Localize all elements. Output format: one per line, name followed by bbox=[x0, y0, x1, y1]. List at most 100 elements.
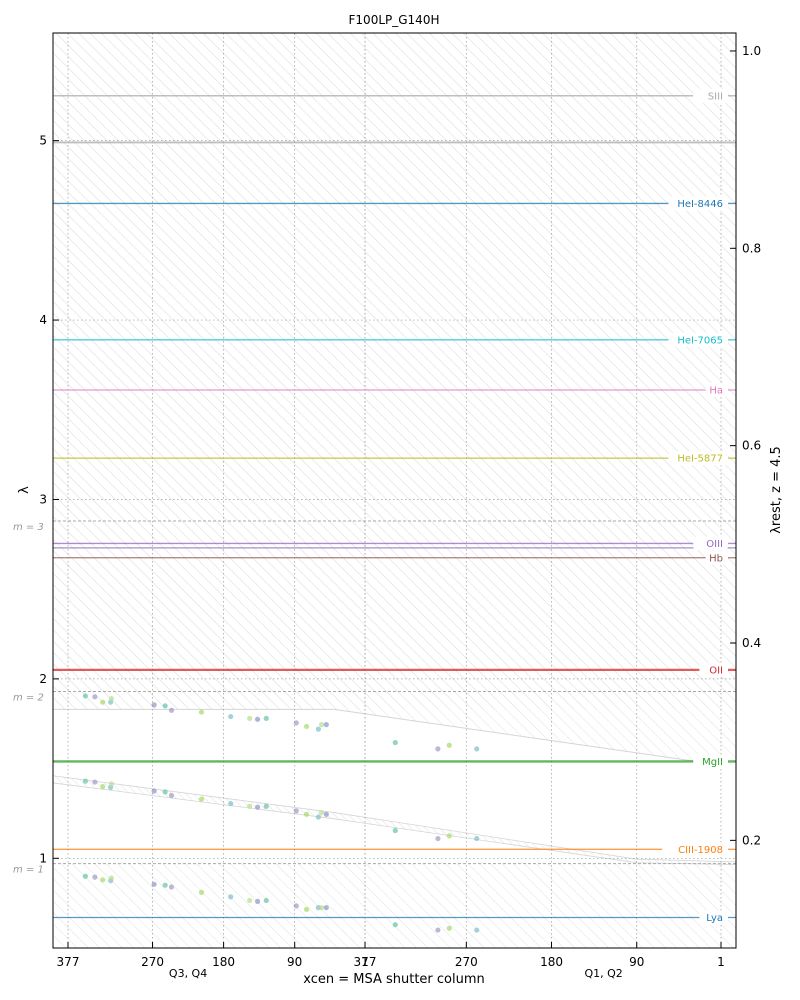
data-point bbox=[198, 796, 205, 802]
x-tick-label: 180 bbox=[540, 955, 563, 969]
plot-background bbox=[53, 33, 736, 948]
data-point bbox=[474, 835, 480, 842]
data-point bbox=[474, 927, 480, 933]
x-tick-label: 377 bbox=[57, 955, 80, 969]
x-tick-label: 180 bbox=[212, 955, 235, 969]
data-point bbox=[392, 922, 398, 928]
data-point bbox=[446, 833, 452, 839]
data-point bbox=[247, 803, 253, 809]
data-point bbox=[100, 783, 106, 790]
line-label-box bbox=[705, 550, 728, 565]
data-point bbox=[263, 715, 269, 721]
data-points bbox=[82, 693, 480, 933]
data-point bbox=[168, 792, 175, 799]
y-tick-label: 3 bbox=[39, 492, 47, 506]
y-tick-label: 2 bbox=[39, 672, 47, 686]
line-label-box bbox=[699, 910, 728, 925]
data-point bbox=[254, 804, 261, 810]
data-point bbox=[108, 875, 115, 881]
y-tick-label: 5 bbox=[39, 134, 47, 148]
x-tick-label: 1 bbox=[361, 955, 369, 969]
line-label-box bbox=[693, 536, 728, 551]
quadrant-label: Q1, Q2 bbox=[584, 967, 622, 980]
data-point bbox=[151, 702, 157, 708]
data-point bbox=[108, 781, 115, 787]
line-label: HeI-7065 bbox=[677, 335, 723, 346]
y2-tick-label: 1.0 bbox=[742, 44, 761, 58]
x-tick-label: 270 bbox=[455, 955, 478, 969]
data-point bbox=[82, 693, 88, 699]
line-label-box bbox=[668, 451, 728, 466]
y2-axis-label: λrest, z = 4.5 bbox=[769, 446, 784, 534]
data-point bbox=[435, 927, 441, 933]
data-point bbox=[323, 905, 329, 911]
data-point bbox=[293, 720, 299, 726]
data-point bbox=[446, 925, 452, 931]
y-tick-label: 4 bbox=[39, 313, 47, 327]
line-label: Lya bbox=[706, 913, 723, 924]
data-point bbox=[293, 808, 299, 814]
data-point bbox=[100, 877, 106, 883]
data-point bbox=[254, 716, 261, 722]
line-label: CIII-1908 bbox=[678, 845, 723, 856]
data-point bbox=[392, 739, 398, 746]
data-point bbox=[435, 835, 441, 842]
order-label: m = 1 bbox=[13, 865, 44, 876]
emission-lines bbox=[53, 95, 736, 919]
line-label-box bbox=[662, 842, 728, 857]
x-axis-label: xcen = MSA shutter column bbox=[303, 972, 485, 987]
data-point bbox=[318, 722, 325, 728]
data-point bbox=[228, 713, 234, 720]
data-point bbox=[392, 827, 398, 834]
data-point bbox=[318, 905, 325, 911]
y2-tick-label: 0.8 bbox=[742, 241, 761, 255]
line-label: MgII bbox=[702, 757, 723, 768]
data-point bbox=[108, 696, 115, 702]
data-point bbox=[435, 746, 441, 752]
data-point bbox=[151, 788, 157, 794]
range-edge-upper bbox=[53, 708, 722, 766]
data-point bbox=[293, 903, 299, 909]
data-point bbox=[168, 707, 175, 713]
data-point bbox=[303, 811, 310, 817]
data-point bbox=[474, 746, 480, 752]
data-point bbox=[162, 703, 168, 709]
data-point bbox=[198, 709, 205, 715]
line-label: HeI-5877 bbox=[677, 454, 723, 465]
data-point bbox=[82, 778, 88, 784]
line-label: OIII bbox=[706, 539, 723, 550]
line-label-box bbox=[699, 662, 728, 677]
data-point bbox=[100, 699, 106, 705]
line-label: SIII bbox=[708, 91, 723, 102]
data-point bbox=[446, 742, 452, 748]
y2-tick-label: 0.4 bbox=[742, 636, 761, 650]
data-point bbox=[315, 814, 321, 820]
y2-tick-label: 0.6 bbox=[742, 439, 761, 453]
data-point bbox=[303, 906, 310, 913]
line-label-box bbox=[693, 754, 728, 769]
data-point bbox=[162, 789, 168, 795]
order-lines: m = 1 m = 2 m = 3 bbox=[13, 520, 736, 876]
data-point bbox=[303, 723, 310, 730]
y2-tick-label: 0.2 bbox=[742, 833, 761, 847]
data-point bbox=[315, 726, 321, 732]
x-tick-label: 270 bbox=[141, 955, 164, 969]
line-label-box bbox=[668, 332, 728, 347]
line-label: Hb bbox=[709, 553, 723, 564]
quadrant-label: Q3, Q4 bbox=[169, 967, 207, 980]
line-label: Ha bbox=[709, 386, 723, 397]
data-point bbox=[92, 874, 98, 880]
x-tick-label: 377 bbox=[354, 955, 377, 969]
data-point bbox=[228, 894, 234, 900]
x-tick-label: 1 bbox=[717, 955, 725, 969]
data-point bbox=[92, 779, 98, 785]
line-label: OII bbox=[709, 665, 723, 676]
data-point bbox=[82, 873, 88, 879]
data-point bbox=[92, 694, 98, 700]
data-point bbox=[247, 897, 253, 904]
data-point bbox=[168, 884, 175, 890]
order-label: m = 3 bbox=[13, 522, 44, 533]
data-point bbox=[254, 898, 261, 904]
line-labels: SIII HeI-8446 HeI-7065 Ha HeI-5877 OIII Hb OII M… bbox=[662, 88, 728, 925]
